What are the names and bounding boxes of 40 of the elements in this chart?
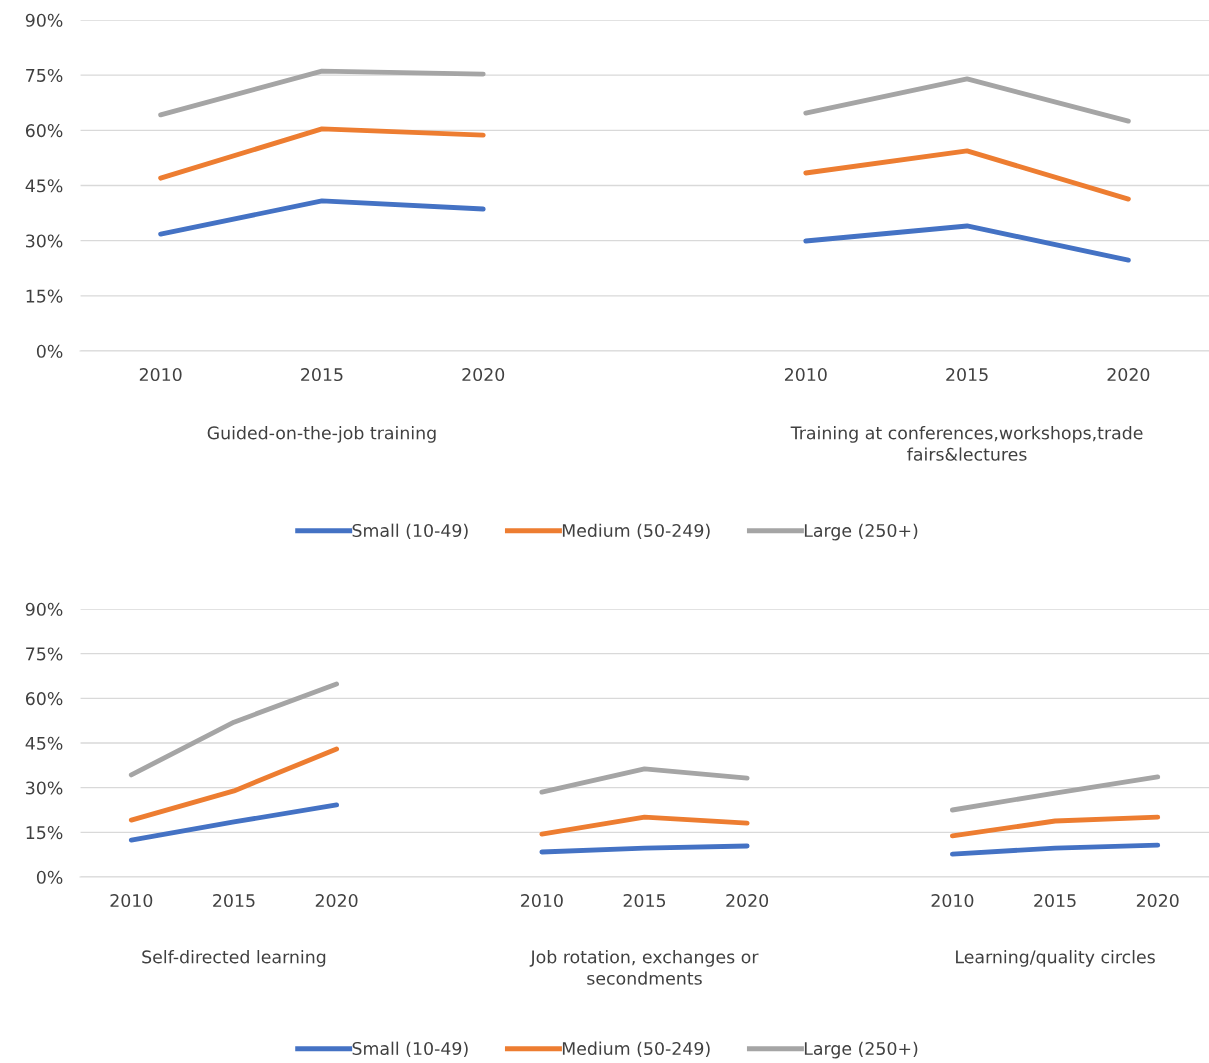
legend-label: Small (10-49) [352, 523, 468, 540]
x-tick-label: 2015 [946, 367, 988, 382]
x-tick-label: 2015 [213, 893, 255, 908]
y-tick-label: 90% [25, 602, 63, 616]
legend-label: Medium (50-249) [562, 1041, 710, 1058]
y-tick-label: 75% [26, 68, 63, 83]
legend-label: Large (250+) [804, 1041, 918, 1059]
x-tick-label: 2020 [462, 367, 505, 382]
x-tick-label: 2010 [139, 367, 182, 382]
x-tick-label: 2020 [1136, 893, 1179, 908]
y-tick-label: 75% [26, 647, 63, 661]
y-tick-label: 15% [26, 289, 63, 303]
text: Job rotation, exchanges or secondments [529, 950, 759, 985]
text: Guided-on-the-job training [207, 426, 436, 443]
x-tick-label: 2010 [521, 893, 563, 908]
text: Self-directed learning [142, 950, 326, 967]
x-tick-label: 2015 [301, 367, 343, 382]
legend-label: Large (250+) [804, 523, 918, 541]
text: Learning/quality circles [956, 950, 1155, 967]
y-tick-label: 15% [26, 826, 63, 840]
x-tick-label: 2020 [315, 893, 358, 908]
x-tick-label: 2010 [931, 893, 974, 908]
x-tick-label: 2015 [623, 893, 666, 908]
y-tick-label: 60% [25, 692, 63, 706]
y-tick-label: 45% [25, 736, 63, 750]
y-tick-label: 0% [36, 870, 63, 884]
x-tick-label: 2015 [1034, 893, 1076, 908]
y-tick-label: 90% [25, 13, 63, 27]
x-tick-label: 2020 [1107, 367, 1150, 382]
text: Training at conferences,workshops,trade fairs&lectures [790, 426, 1143, 461]
y-tick-label: 30% [26, 781, 63, 795]
legend-label: Small (10-49) [352, 1041, 468, 1058]
legend-label: Medium (50-249) [562, 523, 710, 540]
x-tick-label: 2010 [784, 367, 827, 382]
x-tick-label: 2010 [110, 893, 153, 908]
y-tick-label: 30% [26, 234, 63, 248]
y-tick-label: 0% [36, 344, 63, 358]
y-tick-label: 45% [25, 179, 63, 193]
y-tick-label: 60% [25, 124, 63, 138]
x-tick-label: 2020 [726, 893, 769, 908]
